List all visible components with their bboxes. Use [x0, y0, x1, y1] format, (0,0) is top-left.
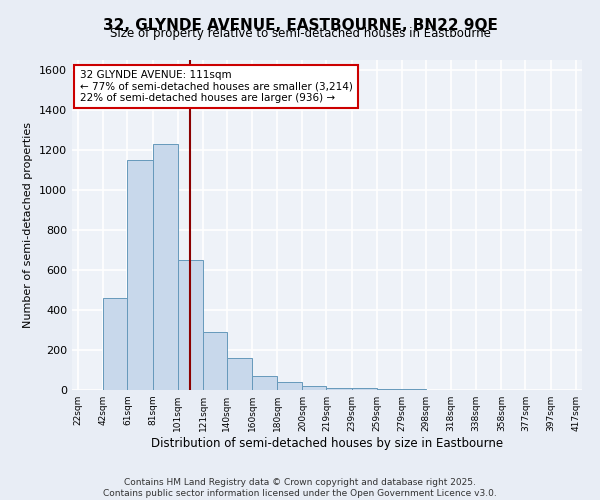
Bar [103, 298, 127, 390]
Bar [402, 389, 426, 390]
Bar [203, 332, 227, 390]
Bar [326, 388, 352, 390]
Bar [227, 358, 252, 390]
Bar [252, 376, 277, 390]
Bar [302, 386, 326, 390]
Bar [152, 144, 178, 390]
Bar [277, 382, 302, 390]
Text: Size of property relative to semi-detached houses in Eastbourne: Size of property relative to semi-detach… [110, 28, 490, 40]
X-axis label: Distribution of semi-detached houses by size in Eastbourne: Distribution of semi-detached houses by … [151, 437, 503, 450]
Y-axis label: Number of semi-detached properties: Number of semi-detached properties [23, 122, 34, 328]
Text: Contains HM Land Registry data © Crown copyright and database right 2025.
Contai: Contains HM Land Registry data © Crown c… [103, 478, 497, 498]
Bar [178, 260, 203, 390]
Bar [377, 389, 402, 390]
Text: 32 GLYNDE AVENUE: 111sqm
← 77% of semi-detached houses are smaller (3,214)
22% o: 32 GLYNDE AVENUE: 111sqm ← 77% of semi-d… [80, 70, 353, 103]
Bar [127, 160, 152, 390]
Text: 32, GLYNDE AVENUE, EASTBOURNE, BN22 9QE: 32, GLYNDE AVENUE, EASTBOURNE, BN22 9QE [103, 18, 497, 32]
Bar [352, 388, 377, 390]
